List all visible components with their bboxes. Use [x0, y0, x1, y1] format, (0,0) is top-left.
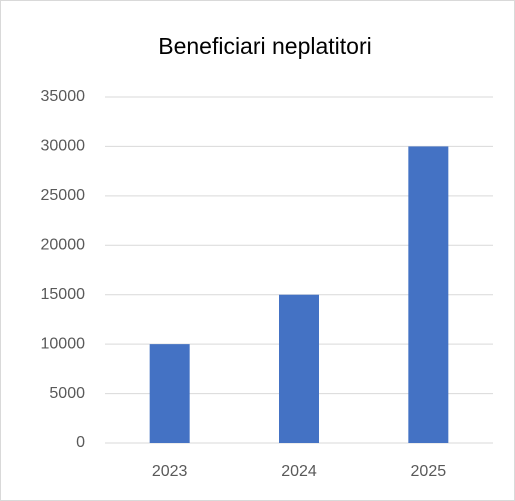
bar [408, 146, 449, 443]
bar [149, 344, 190, 443]
y-tick-label: 35000 [41, 88, 86, 105]
x-tick-label: 2025 [411, 463, 447, 480]
y-tick-label: 10000 [41, 335, 86, 352]
chart-title: Beneficiari neplatitori [158, 33, 372, 59]
y-tick-label: 30000 [41, 138, 86, 155]
y-tick-label: 20000 [41, 237, 86, 254]
y-tick-label: 25000 [41, 187, 86, 204]
y-tick-label: 5000 [49, 385, 85, 402]
y-tick-label: 0 [76, 434, 85, 451]
x-tick-label: 2024 [281, 463, 317, 480]
y-tick-label: 15000 [41, 286, 86, 303]
bar [279, 294, 319, 443]
x-tick-label: 2023 [152, 463, 188, 480]
